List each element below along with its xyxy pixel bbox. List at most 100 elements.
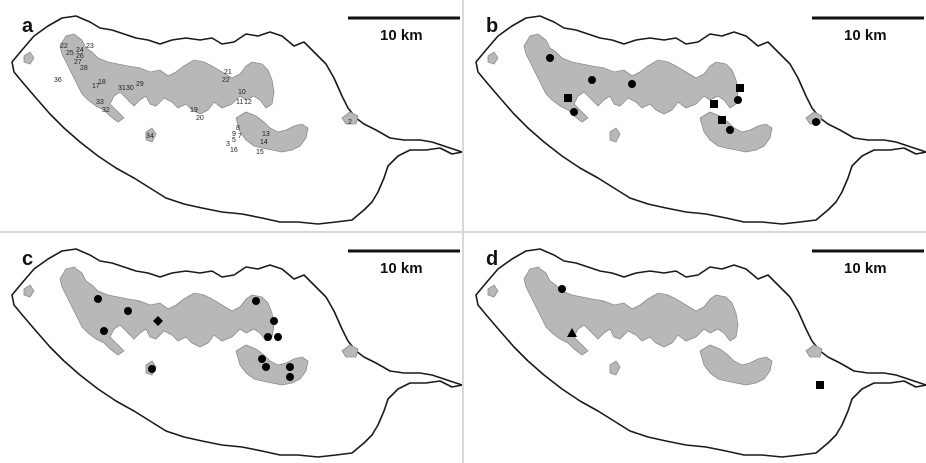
square-marker: [710, 100, 718, 108]
site-number-label: 2: [348, 119, 352, 126]
site-number-label: 3: [226, 141, 230, 148]
scale-label: 10 km: [844, 27, 887, 44]
record-markers: [558, 285, 824, 389]
site-number-label: 33: [96, 99, 104, 106]
site-number-label: 5: [232, 137, 236, 144]
site-number-label: 22: [222, 77, 230, 84]
site-number-label: 18: [98, 79, 106, 86]
forest-area-main: [523, 33, 739, 123]
square-marker: [564, 94, 572, 102]
circle-marker: [588, 76, 596, 84]
scale-label: 10 km: [844, 260, 887, 277]
forest-patch-west: [23, 284, 35, 298]
site-number-label: 12: [244, 99, 252, 106]
forest-patch-east: [341, 111, 359, 125]
site-number-label: 30: [126, 85, 134, 92]
circle-marker: [274, 333, 282, 341]
site-number-label: 16: [230, 147, 238, 154]
circle-marker: [558, 285, 566, 293]
record-markers: [546, 54, 820, 134]
forest-patch-west: [23, 51, 35, 65]
circle-marker: [252, 297, 260, 305]
forest-patch-west: [487, 284, 499, 298]
site-number-label: 11: [236, 99, 243, 106]
circle-marker: [628, 80, 636, 88]
site-number-label: 23: [86, 43, 94, 50]
panel-a: a 10 km 22 25 24 23 26 27 28 36 17 18 31 30 29 21 22 10…: [0, 0, 462, 231]
site-number-label: 34: [146, 133, 154, 140]
island-base: [11, 248, 462, 458]
scale-label: 10 km: [380, 27, 423, 44]
circle-marker: [148, 365, 156, 373]
forest-patch-east: [805, 344, 823, 358]
panel-b: b 10 km: [464, 0, 926, 231]
circle-marker: [262, 363, 270, 371]
site-number-label: 32: [102, 107, 110, 114]
panel-c: c 10 km: [0, 233, 462, 463]
panel-c-map: c 10 km: [11, 248, 462, 458]
circle-marker: [264, 333, 272, 341]
site-number-label: 31: [118, 85, 126, 92]
triangle-marker: [567, 328, 577, 337]
panel-letter: b: [486, 15, 498, 37]
site-number-label: 24: [76, 47, 84, 54]
square-marker: [736, 84, 744, 92]
circle-marker: [270, 317, 278, 325]
forest-patch-west: [487, 51, 499, 65]
square-marker: [718, 116, 726, 124]
site-number-label: 25: [66, 50, 74, 57]
forest-patch-south: [145, 127, 157, 143]
forest-patch-south: [609, 360, 621, 376]
circle-marker: [546, 54, 554, 62]
site-number-label: 36: [54, 77, 62, 84]
forest-area-main: [59, 33, 275, 123]
panel-d-map: d 10 km: [475, 248, 926, 458]
island-base: [475, 15, 926, 225]
panel-letter: c: [22, 248, 33, 270]
diamond-marker: [153, 316, 163, 326]
forest-area-east: [235, 111, 309, 153]
site-number-label: 22: [60, 43, 68, 50]
site-number-label: 14: [260, 139, 268, 146]
site-number-label: 19: [190, 107, 198, 114]
site-number-label: 21: [224, 69, 232, 76]
panel-d: d 10 km: [464, 233, 926, 463]
horizontal-divider: [0, 231, 926, 233]
panel-letter: d: [486, 248, 498, 270]
site-number-label: 28: [80, 65, 88, 72]
panel-b-map: b 10 km: [475, 15, 926, 225]
panel-letter: a: [22, 15, 34, 37]
forest-area-main: [523, 266, 739, 356]
circle-marker: [734, 96, 742, 104]
site-number-label: 17: [92, 83, 100, 90]
island-base: [11, 15, 462, 225]
site-number-label: 13: [262, 131, 270, 138]
circle-marker: [726, 126, 734, 134]
square-marker: [816, 381, 824, 389]
site-number-label: 9: [232, 131, 236, 138]
site-number-label: 27: [74, 59, 82, 66]
site-number-label: 20: [196, 115, 204, 122]
site-number-label: 29: [136, 81, 144, 88]
circle-marker: [94, 295, 102, 303]
circle-marker: [812, 118, 820, 126]
circle-marker: [286, 373, 294, 381]
forest-patch-east: [341, 344, 359, 358]
forest-area-east: [699, 344, 773, 386]
circle-marker: [100, 327, 108, 335]
site-number-label: 7: [238, 133, 242, 140]
scale-label: 10 km: [380, 260, 423, 277]
record-markers: [94, 295, 294, 381]
circle-marker: [286, 363, 294, 371]
site-number-label: 15: [256, 149, 264, 156]
circle-marker: [570, 108, 578, 116]
forest-area-main: [59, 266, 275, 356]
island-base: [475, 248, 926, 458]
forest-patch-south: [609, 127, 621, 143]
site-number-label: 26: [76, 53, 84, 60]
site-number-label: 10: [238, 89, 246, 96]
circle-marker: [124, 307, 132, 315]
